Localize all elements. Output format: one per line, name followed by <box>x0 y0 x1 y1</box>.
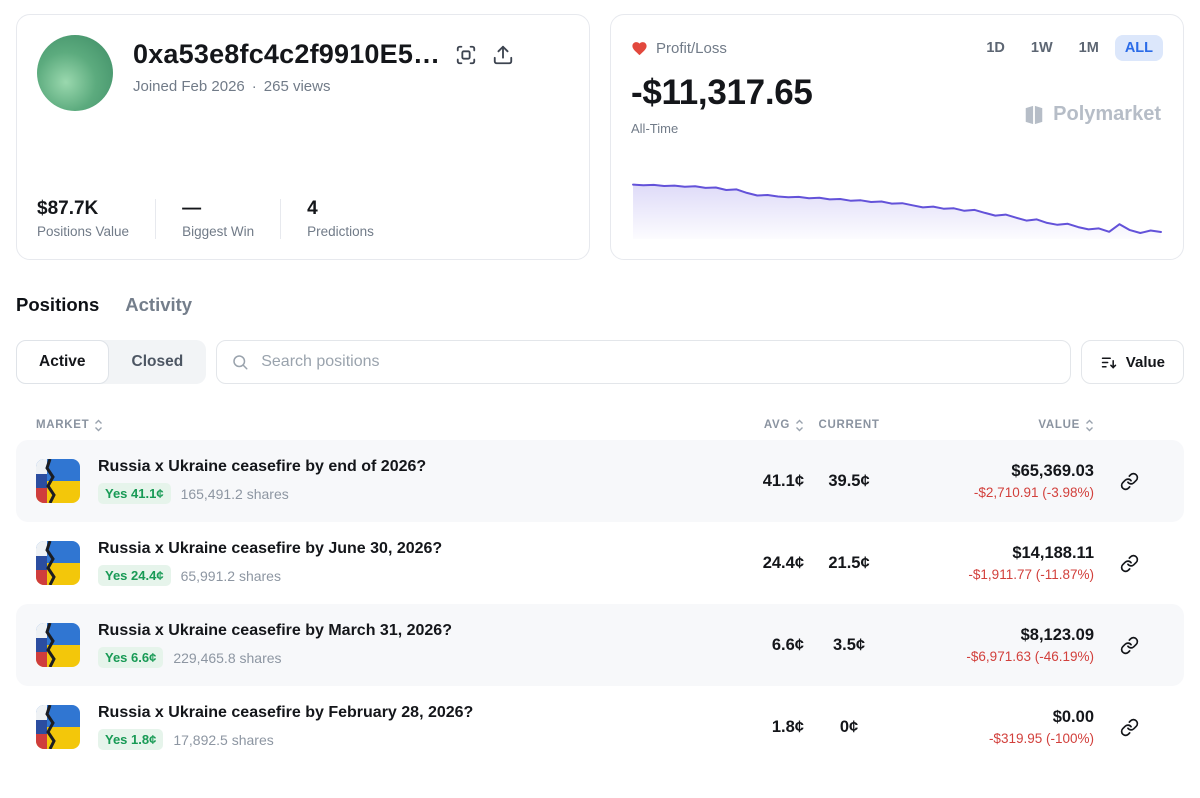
sort-value-button[interactable]: Value <box>1080 340 1184 384</box>
current-price: 39.5¢ <box>828 471 870 490</box>
position-value: $8,123.09 <box>1020 626 1094 644</box>
link-icon[interactable] <box>1094 636 1164 655</box>
dot-separator: · <box>251 78 257 95</box>
heart-icon <box>631 40 648 57</box>
section-tabs: Positions Activity <box>16 294 1184 316</box>
current-price: 21.5¢ <box>828 553 870 572</box>
position-value: $14,188.11 <box>1012 544 1094 562</box>
search-input[interactable] <box>259 352 1056 372</box>
top-section: 0xa53e8fc4c2f9910E5… <box>16 14 1184 260</box>
profile-card: 0xa53e8fc4c2f9910E5… <box>16 14 590 260</box>
sort-button-label: Value <box>1125 353 1165 371</box>
qr-scan-icon[interactable] <box>455 44 477 66</box>
stat-biggest-win: — Biggest Win <box>182 198 255 239</box>
tab-positions[interactable]: Positions <box>16 294 100 315</box>
views-count: 265 views <box>263 78 331 95</box>
profile-stats: $87.7K Positions Value — Biggest Win 4 P… <box>37 198 569 239</box>
market-title[interactable]: Russia x Ukraine ceasefire by June 30, 2… <box>98 540 443 557</box>
outcome-badge: Yes 6.6¢ <box>98 647 164 668</box>
pnl-card: Profit/Loss 1D 1W 1M ALL -$11,317.65 All… <box>610 14 1184 260</box>
stat-predictions: 4 Predictions <box>307 198 374 239</box>
profile-page: 0xa53e8fc4c2f9910E5… <box>16 14 1184 768</box>
time-range-selector: 1D 1W 1M ALL <box>976 35 1163 61</box>
filter-row: Active Closed Value <box>16 340 1184 384</box>
position-value: $0.00 <box>1052 708 1094 726</box>
header-current: CURRENT <box>818 419 880 431</box>
link-icon[interactable] <box>1094 718 1164 737</box>
market-title[interactable]: Russia x Ukraine ceasefire by end of 202… <box>98 458 427 475</box>
avg-price: 1.8¢ <box>771 717 804 736</box>
current-price: 3.5¢ <box>832 635 866 654</box>
range-1d-button[interactable]: 1D <box>986 40 1005 56</box>
header-market[interactable]: MARKET <box>36 419 724 432</box>
market-title[interactable]: Russia x Ukraine ceasefire by February 2… <box>98 704 474 721</box>
avg-price: 41.1¢ <box>762 471 804 490</box>
position-change: -$319.95 (-100%) <box>988 731 1094 746</box>
positions-table: MARKET AVG CURRENT VALUE Russia x Ukrai <box>16 410 1184 768</box>
sort-arrows-icon <box>796 419 803 431</box>
status-filter: Active Closed <box>16 340 207 384</box>
table-header-row: MARKET AVG CURRENT VALUE <box>16 410 1184 440</box>
outcome-badge: Yes 24.4¢ <box>98 565 171 586</box>
pnl-period: All-Time <box>631 121 679 136</box>
position-change: -$1,911.77 (-11.87%) <box>968 567 1094 582</box>
header-value[interactable]: VALUE <box>894 419 1094 432</box>
shares-count: 165,491.2 shares <box>180 485 289 502</box>
position-value: $65,369.03 <box>1011 462 1094 480</box>
position-row[interactable]: Russia x Ukraine ceasefire by end of 202… <box>16 440 1184 522</box>
tab-activity[interactable]: Activity <box>125 294 193 315</box>
position-change: -$6,971.63 (-46.19%) <box>966 649 1094 664</box>
market-image <box>36 705 80 749</box>
outcome-badge: Yes 41.1¢ <box>98 483 171 504</box>
avatar <box>37 35 113 111</box>
stat-positions-value: $87.7K Positions Value <box>37 198 130 239</box>
range-all-button[interactable]: ALL <box>1114 35 1163 61</box>
sort-arrows-icon <box>1086 419 1093 431</box>
market-image <box>36 623 80 667</box>
current-price: 0¢ <box>839 717 859 736</box>
market-title[interactable]: Russia x Ukraine ceasefire by March 31, … <box>98 622 452 639</box>
search-icon <box>233 355 248 370</box>
polymarket-watermark-text: Polymarket <box>1053 103 1161 125</box>
range-1m-button[interactable]: 1M <box>1078 40 1099 56</box>
pnl-label: Profit/Loss <box>656 39 727 57</box>
polymarket-logo-icon <box>1025 105 1043 124</box>
position-change: -$2,710.91 (-3.98%) <box>973 485 1094 500</box>
avg-price: 24.4¢ <box>762 553 804 572</box>
stat-divider <box>280 198 282 239</box>
stat-divider <box>155 198 157 239</box>
wallet-address: 0xa53e8fc4c2f9910E5… <box>133 39 441 69</box>
avg-price: 6.6¢ <box>771 635 804 654</box>
link-icon[interactable] <box>1094 554 1164 573</box>
pnl-chart <box>631 175 1163 239</box>
search-positions-box[interactable] <box>216 340 1071 384</box>
market-image <box>36 541 80 585</box>
position-row[interactable]: Russia x Ukraine ceasefire by June 30, 2… <box>16 522 1184 604</box>
sort-arrows-icon <box>95 419 103 431</box>
link-icon[interactable] <box>1094 472 1164 491</box>
position-row[interactable]: Russia x Ukraine ceasefire by March 31, … <box>16 604 1184 686</box>
joined-date: Joined Feb 2026 <box>133 78 245 95</box>
pnl-value: -$11,317.65 <box>631 73 813 112</box>
shares-count: 65,991.2 shares <box>180 567 281 584</box>
market-image <box>36 459 80 503</box>
share-upload-icon[interactable] <box>492 44 514 66</box>
filter-closed-button[interactable]: Closed <box>109 340 207 384</box>
shares-count: 229,465.8 shares <box>173 649 282 666</box>
range-1w-button[interactable]: 1W <box>1030 40 1053 56</box>
outcome-badge: Yes 1.8¢ <box>98 729 164 750</box>
polymarket-watermark: Polymarket <box>1023 103 1161 126</box>
shares-count: 17,892.5 shares <box>173 731 274 748</box>
sort-icon <box>1101 356 1117 369</box>
filter-active-button[interactable]: Active <box>16 340 109 384</box>
position-row[interactable]: Russia x Ukraine ceasefire by February 2… <box>16 686 1184 768</box>
header-avg[interactable]: AVG <box>724 419 804 432</box>
